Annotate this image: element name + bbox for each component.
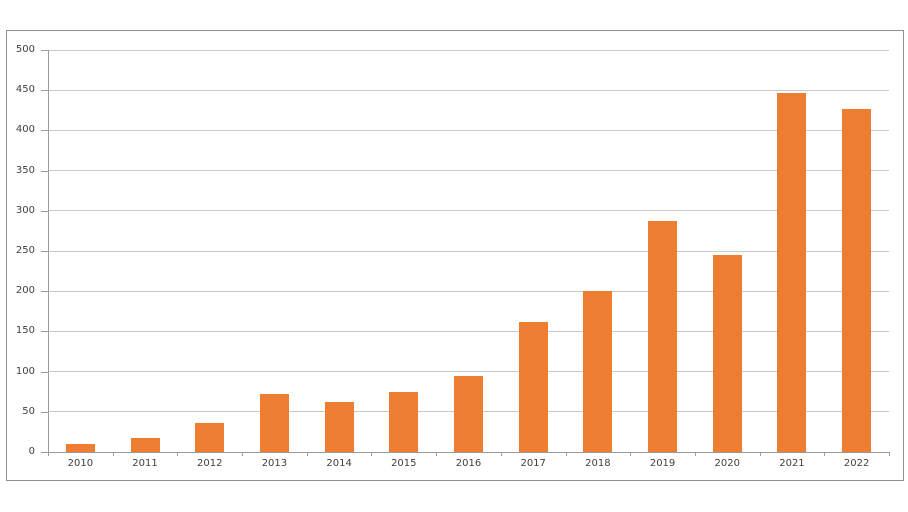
y-axis-label-400: 400	[15, 124, 35, 136]
y-axis-tick-400	[41, 130, 48, 132]
x-axis-label-2011: 2011	[132, 458, 158, 469]
x-axis-label-2018: 2018	[585, 458, 611, 469]
x-axis-label-2016: 2016	[455, 458, 482, 469]
y-axis-tick-150	[41, 331, 48, 333]
gridline-y-350	[48, 170, 889, 172]
y-axis-tick-200	[41, 291, 48, 293]
bar-2017	[518, 321, 548, 452]
x-axis-tick-5	[371, 452, 373, 456]
x-axis-tick-7	[500, 452, 502, 456]
bar-2012	[195, 423, 225, 452]
x-axis-label-2013: 2013	[261, 458, 288, 469]
gridline-y-300	[48, 210, 889, 212]
x-axis-tick-11	[759, 452, 761, 456]
bar-2019	[648, 221, 678, 452]
x-axis-tick-1	[112, 452, 114, 456]
x-axis-tick-10	[694, 452, 696, 456]
y-axis-label-200: 200	[15, 285, 35, 297]
gridline-y-400	[48, 129, 889, 131]
y-axis-label-0: 0	[28, 446, 35, 457]
bar-2014	[324, 402, 354, 452]
y-axis-tick-350	[41, 170, 48, 172]
bar-2016	[454, 375, 483, 452]
x-axis-label-2021: 2021	[779, 458, 805, 469]
x-axis-label-2010: 2010	[67, 458, 94, 469]
bar-2015	[389, 391, 419, 452]
y-axis-label-250: 250	[15, 245, 35, 256]
x-axis-label-2015: 2015	[391, 458, 417, 469]
x-axis-tick-6	[436, 452, 438, 456]
x-axis-tick-0	[48, 452, 49, 456]
x-axis-tick-2	[177, 452, 179, 456]
y-axis-label-50: 50	[22, 405, 35, 417]
y-axis-tick-500	[41, 50, 48, 51]
bar-2021	[777, 92, 807, 452]
plot-area	[48, 49, 889, 452]
x-axis-label-2019: 2019	[649, 458, 676, 469]
gridline-y-500	[48, 49, 889, 51]
x-axis-tick-9	[630, 452, 632, 456]
y-axis-label-300: 300	[15, 204, 35, 216]
x-axis-label-2020: 2020	[714, 458, 740, 469]
y-axis-label-150: 150	[15, 325, 35, 337]
x-axis-tick-4	[306, 452, 308, 456]
gridline-y-450	[48, 89, 889, 91]
bar-2018	[583, 291, 613, 452]
bar-2020	[712, 255, 742, 452]
gridline-y-200	[48, 290, 889, 292]
gridline-y-250	[48, 250, 889, 252]
gridline-y-150	[48, 330, 889, 332]
y-axis-tick-0	[41, 452, 48, 453]
y-axis-tick-100	[41, 371, 48, 373]
y-axis-line	[48, 50, 49, 452]
x-axis-label-2017: 2017	[520, 458, 546, 469]
gridline-y-100	[48, 371, 889, 373]
y-axis-tick-300	[41, 210, 48, 212]
y-axis-tick-250	[41, 251, 48, 252]
bar-2013	[259, 394, 289, 452]
bar-2010	[65, 443, 95, 452]
x-axis-tick-8	[565, 452, 567, 456]
x-axis-label-2022: 2022	[843, 458, 870, 469]
chart-frame: 0 50 100 150 200 250 300 350 400 450 500 2010 2011 20…	[6, 30, 904, 481]
x-axis-label-2012: 2012	[196, 458, 223, 469]
x-axis-label-2014: 2014	[326, 458, 352, 469]
y-axis-label-100: 100	[15, 365, 35, 377]
y-axis-label-450: 450	[15, 84, 35, 96]
y-axis-label-350: 350	[15, 164, 35, 176]
x-axis-tick-12	[824, 452, 826, 456]
y-axis-tick-450	[41, 90, 48, 92]
x-axis-line	[48, 452, 889, 453]
bar-2022	[842, 109, 872, 452]
x-axis-tick-13	[889, 452, 890, 456]
x-axis-tick-3	[242, 452, 244, 456]
y-axis-label-500: 500	[15, 44, 35, 55]
y-axis-tick-50	[41, 411, 48, 413]
bar-2011	[130, 437, 160, 452]
